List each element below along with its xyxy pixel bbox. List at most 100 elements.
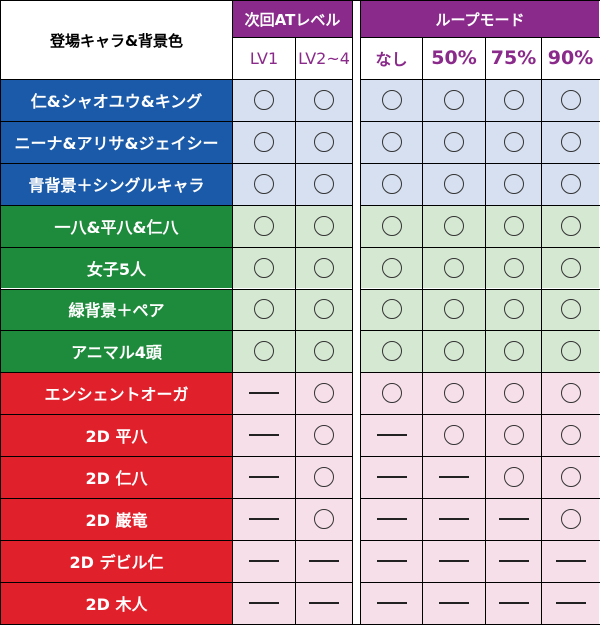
dash-mark [309,559,339,562]
table-cell [542,581,599,624]
circle-mark [503,341,524,362]
table-cell [296,456,352,498]
dash-mark [555,559,586,562]
dash-mark [555,601,586,604]
dash-mark [498,559,529,562]
table-cell [296,414,352,457]
grid-line [352,0,353,624]
dash-mark [376,517,407,520]
dash-mark [249,517,279,520]
table-cell [542,288,599,331]
table-cell [486,162,541,205]
table-cell [542,330,599,373]
loop-mode-group-header: ループモード [361,1,599,37]
circle-mark [254,341,274,362]
circle-mark [314,341,334,362]
circle-mark [381,299,402,320]
grid-line [361,37,600,38]
circle-mark [314,131,334,152]
circle-mark [444,173,464,194]
table-cell [233,120,295,163]
circle-mark [254,299,274,320]
circle-mark [381,257,402,278]
circle-mark [503,425,524,446]
circle-mark [444,215,464,236]
grid-line [0,163,352,164]
grid-line [0,498,352,499]
table-cell [361,120,422,163]
circle-mark [314,173,334,194]
circle-mark [314,89,334,110]
circle-mark [314,383,334,404]
circle-mark [314,299,334,320]
grid-line [0,372,352,373]
table-cell [486,539,541,582]
table-cell [486,204,541,247]
table-cell [296,204,352,247]
row-label: アニマル4頭 [1,330,232,373]
grid-line [0,456,352,457]
table-cell [486,330,541,373]
circle-mark [381,215,402,236]
circle-mark [381,383,402,404]
table-cell [361,246,422,289]
circle-mark [503,383,524,404]
table-cell [423,456,485,498]
table-cell [486,120,541,163]
table-cell [542,414,599,457]
table-cell [296,372,352,415]
grid-line [233,37,352,38]
table-cell [486,581,541,624]
grid-line [0,414,352,415]
circle-mark [314,257,334,278]
table-cell [486,372,541,415]
table-cell [233,372,295,415]
table-cell [423,581,485,624]
circle-mark [503,215,524,236]
circle-mark [314,215,334,236]
header-title: 登場キャラ&背景色 [1,1,232,79]
table-cell [233,539,295,582]
row-label: 2D 仁八 [1,456,232,498]
table-cell [296,498,352,540]
dash-mark [439,517,469,520]
grid-line [361,330,600,331]
circle-mark [503,257,524,278]
table-cell [361,456,422,498]
table-cell [361,581,422,624]
table-cell [233,498,295,540]
grid-line [422,37,423,624]
grid-line [0,121,352,122]
table-cell [423,204,485,247]
table-cell [361,162,422,205]
table-cell [542,162,599,205]
grid-line [0,330,352,331]
grid-line [0,247,352,248]
row-label: エンシェントオーガ [1,372,232,415]
table-cell [542,372,599,415]
at-col-header-1: LV2~4 [296,37,352,79]
table-cell [233,79,295,121]
row-label: 女子5人 [1,246,232,289]
circle-mark [254,173,274,194]
row-label: 一八&平八&仁八 [1,204,232,247]
table-cell [423,162,485,205]
table-cell [542,204,599,247]
table-cell [233,330,295,373]
at-col-header-0: LV1 [233,37,295,79]
dash-mark [439,559,469,562]
dash-mark [498,517,529,520]
table-cell [296,581,352,624]
column-gap [352,37,361,624]
table-cell [423,288,485,331]
loop-col-header-3: 90% [542,37,599,79]
row-label: 2D 平八 [1,414,232,457]
circle-mark [254,131,274,152]
circle-mark [503,467,524,488]
circle-mark [254,215,274,236]
loop-col-header-0: なし [361,37,422,79]
table-cell [233,246,295,289]
table-cell [233,581,295,624]
dash-mark [376,601,407,604]
row-label: 2D 巌竜 [1,498,232,540]
